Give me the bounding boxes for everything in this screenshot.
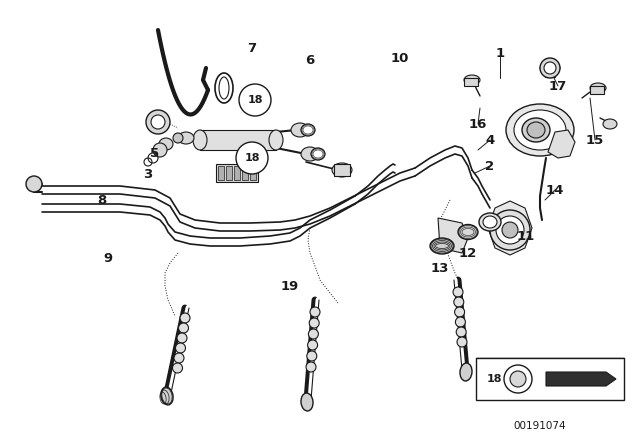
Bar (226, 166, 232, 180)
Ellipse shape (464, 75, 480, 85)
Circle shape (26, 176, 42, 192)
Polygon shape (546, 372, 616, 386)
Text: 9: 9 (104, 251, 113, 264)
Text: 5: 5 (150, 146, 159, 159)
Ellipse shape (291, 123, 309, 137)
Ellipse shape (173, 133, 183, 143)
Ellipse shape (483, 216, 497, 228)
Text: 16: 16 (469, 117, 487, 130)
Ellipse shape (219, 77, 229, 99)
Circle shape (306, 362, 316, 372)
Bar (464, 78, 478, 86)
Circle shape (153, 143, 167, 157)
Ellipse shape (193, 130, 207, 150)
Circle shape (175, 343, 186, 353)
Circle shape (151, 115, 165, 129)
Text: 6: 6 (305, 53, 315, 66)
Circle shape (502, 222, 518, 238)
Circle shape (453, 287, 463, 297)
Circle shape (173, 363, 182, 373)
Circle shape (179, 323, 189, 333)
Circle shape (308, 329, 319, 339)
Text: 7: 7 (248, 42, 257, 55)
Circle shape (310, 307, 320, 317)
Polygon shape (488, 201, 532, 255)
Ellipse shape (332, 163, 352, 177)
Text: 2: 2 (485, 159, 495, 172)
Circle shape (544, 62, 556, 74)
Text: 13: 13 (431, 262, 449, 275)
Circle shape (457, 337, 467, 347)
Ellipse shape (460, 363, 472, 381)
Circle shape (456, 317, 465, 327)
Circle shape (174, 353, 184, 363)
Ellipse shape (215, 73, 233, 103)
Text: 15: 15 (586, 134, 604, 146)
Circle shape (180, 313, 190, 323)
Text: 1: 1 (495, 47, 504, 60)
Circle shape (308, 340, 317, 350)
Circle shape (540, 58, 560, 78)
Ellipse shape (178, 132, 194, 144)
Bar (242, 166, 248, 180)
Circle shape (504, 365, 532, 393)
Circle shape (490, 210, 530, 250)
Bar (234, 166, 240, 180)
Circle shape (239, 84, 271, 116)
Bar (590, 86, 604, 94)
Ellipse shape (603, 119, 617, 129)
Text: 10: 10 (391, 52, 409, 65)
Ellipse shape (430, 238, 454, 254)
Bar (200, 130, 276, 150)
Ellipse shape (527, 122, 545, 138)
Text: 17: 17 (549, 79, 567, 92)
Bar (216, 164, 258, 182)
Ellipse shape (506, 104, 574, 156)
Ellipse shape (479, 213, 501, 231)
Circle shape (510, 371, 526, 387)
Ellipse shape (522, 118, 550, 142)
Circle shape (236, 142, 268, 174)
Text: 18: 18 (247, 95, 263, 105)
Text: 19: 19 (281, 280, 299, 293)
Circle shape (456, 327, 466, 337)
Circle shape (496, 216, 524, 244)
Circle shape (454, 307, 465, 317)
Bar (250, 166, 256, 180)
Ellipse shape (301, 147, 319, 161)
Ellipse shape (301, 124, 315, 136)
Circle shape (454, 297, 464, 307)
Circle shape (177, 333, 187, 343)
Text: 14: 14 (546, 184, 564, 197)
Ellipse shape (514, 110, 566, 150)
Text: 11: 11 (517, 229, 535, 242)
Bar (476, 358, 624, 400)
Circle shape (307, 351, 317, 361)
Text: 8: 8 (97, 194, 107, 207)
Ellipse shape (458, 224, 478, 240)
Text: 3: 3 (143, 168, 152, 181)
Ellipse shape (159, 138, 173, 150)
Text: 18: 18 (486, 374, 502, 384)
Polygon shape (438, 218, 468, 253)
Circle shape (309, 318, 319, 328)
Text: 18: 18 (244, 153, 260, 163)
Ellipse shape (161, 387, 173, 405)
Bar (334, 164, 350, 176)
Text: 4: 4 (485, 134, 495, 146)
Text: 00191074: 00191074 (514, 421, 566, 431)
Ellipse shape (590, 83, 606, 93)
Circle shape (146, 110, 170, 134)
Ellipse shape (269, 130, 283, 150)
Ellipse shape (311, 148, 325, 160)
Bar (218, 166, 224, 180)
Polygon shape (548, 130, 575, 158)
Text: 12: 12 (459, 246, 477, 259)
Ellipse shape (301, 393, 313, 411)
